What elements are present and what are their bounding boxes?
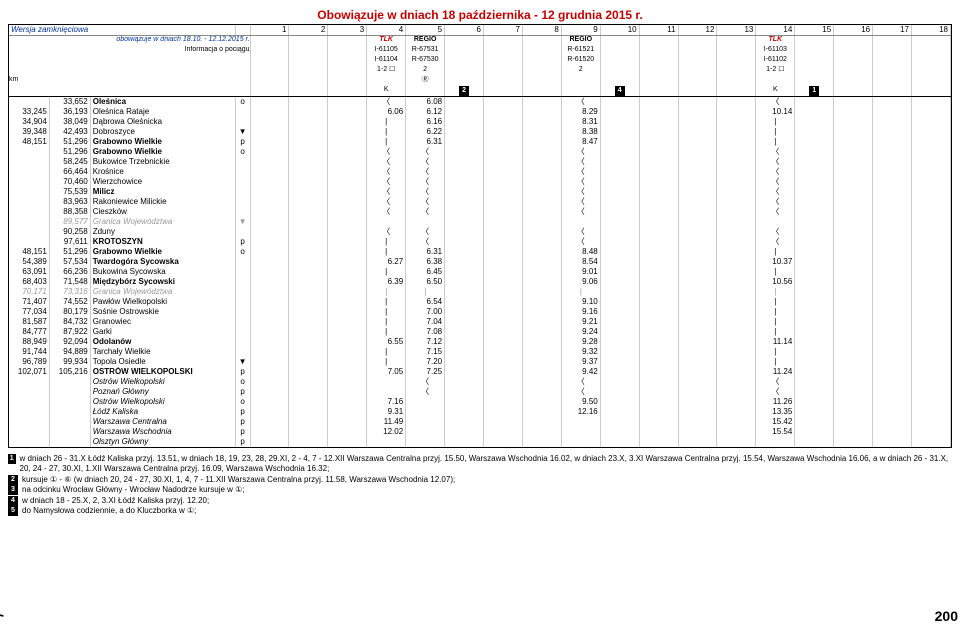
footnote: 5 do Namysłowa codziennie, a do Kluczbork… (8, 506, 952, 516)
station-row: 39,34842,493Dobroszyce▼|6.228.38| (9, 127, 951, 137)
footnote-text: kursuje ① - ⑥ (w dniach 20, 24 - 27, 30.… (22, 475, 455, 485)
col-num: 5 (406, 25, 445, 36)
col-num: 2 (289, 25, 328, 36)
station-row: 75,539Milicz〈〈〈〈 (9, 187, 951, 197)
footnote-number: 4 (8, 496, 18, 506)
col-num: 9 (561, 25, 600, 36)
station-row: 88,94992,094Odolanów6.557.129.2811.14 (9, 337, 951, 347)
train-header-row: I-61104R-67530R-61520I-61102 (9, 56, 951, 66)
col-num: 3 (328, 25, 367, 36)
station-row: 88,358Cieszków〈〈〈〈 (9, 207, 951, 217)
footnote-number: 1 (8, 454, 16, 464)
title: Obowiązuje w dniach 18 października - 12… (8, 8, 952, 22)
station-row: 89,577Granica Województwa▼ (9, 217, 951, 227)
station-row: 97,611KROTOSZYNp|〈〈〈 (9, 237, 951, 247)
page-number-right: 200 (935, 608, 958, 624)
station-row: 70,460Wierzchowice〈〈〈〈 (9, 177, 951, 187)
footnote-text: w dniach 26 - 31.X Łódź Kaliska przyj. 1… (20, 454, 952, 475)
station-row: 34,90438,049Dąbrowa Oleśnicka|6.168.31| (9, 117, 951, 127)
footnote-text: na odcinku Wrocław Główny - Wrocław Nado… (22, 485, 245, 495)
train-header-row: K24K1 (9, 86, 951, 97)
col-num: 11 (639, 25, 678, 36)
station-row: 81,58784,732Granowiec|7.049.21| (9, 317, 951, 327)
page-number-left: 7 (0, 612, 6, 619)
col-num: 10 (600, 25, 639, 36)
col-num: 13 (717, 25, 756, 36)
station-row: Olsztyn Głównyp (9, 437, 951, 447)
station-row: Warszawa Centralnap11.4915.42 (9, 417, 951, 427)
station-row: 33,24536,193Oleśnica Rataje6.066.128.291… (9, 107, 951, 117)
station-row: 54,38957,534Twardogóra Sycowska6.276.388… (9, 257, 951, 267)
station-row: 33,652Oleśnicao〈6.08〈〈 (9, 97, 951, 108)
station-row: Łódź Kaliskap9.3112.1613.35 (9, 407, 951, 417)
col-num: 18 (912, 25, 951, 36)
station-row: Ostrów Wielkopolskio7.169.5011.26 (9, 397, 951, 407)
footnotes: 1 w dniach 26 - 31.X Łódź Kaliska przyj. … (8, 454, 952, 516)
station-row: Ostrów Wielkopolskio〈〈〈 (9, 377, 951, 387)
col-num: 7 (484, 25, 523, 36)
station-row: Warszawa Wschodniap12.0215.54 (9, 427, 951, 437)
footnote: 3 na odcinku Wrocław Główny - Wrocław Nad… (8, 485, 952, 495)
train-header-row: kmⓇ (9, 76, 951, 86)
footnote-text: do Namysłowa codziennie, a do Kluczborka… (22, 506, 196, 516)
col-num: 15 (795, 25, 834, 36)
footnote: 4 w dniach 18 - 25.X, 2, 3.XI Łódź Kalisk… (8, 496, 952, 506)
column-numbers-row: Wersja zamknięciowa 1 2 3 4 5 6 7 8 9 10… (9, 25, 951, 36)
timetable: Wersja zamknięciowa 1 2 3 4 5 6 7 8 9 10… (9, 25, 951, 447)
col-num: 16 (834, 25, 873, 36)
station-row: 102,071105,216OSTRÓW WIELKOPOLSKIp7.057.… (9, 367, 951, 377)
footnote-number: 5 (8, 506, 18, 516)
station-row: Poznań Głównyp〈〈〈 (9, 387, 951, 397)
col-num: 12 (678, 25, 717, 36)
footnote: 2 kursuje ① - ⑥ (w dniach 20, 24 - 27, 30… (8, 475, 952, 485)
station-row: 91,74494,889Tarchały Wielkie|7.159.32| (9, 347, 951, 357)
col-num: 4 (367, 25, 406, 36)
train-header-row: Informacja o pociąguI-61105R-67531R-6152… (9, 46, 951, 56)
station-row: 48,15151,296Grabowno Wielkieo|6.318.48| (9, 247, 951, 257)
station-row: 48,15151,296Grabowno Wielkiep|6.318.47| (9, 137, 951, 147)
footnote-number: 2 (8, 475, 18, 485)
col-num: 6 (445, 25, 484, 36)
station-row: 90,258Zduny〈〈〈〈 (9, 227, 951, 237)
footnote-number: 3 (8, 485, 18, 495)
col-num: 14 (756, 25, 795, 36)
station-row: 68,40371,548Międzybórz Sycowski6.396.509… (9, 277, 951, 287)
footnote-text: w dniach 18 - 25.X, 2, 3.XI Łódź Kaliska… (22, 496, 209, 506)
station-row: 84,77787,922Garki|7.089.24| (9, 327, 951, 337)
col-num: 17 (873, 25, 912, 36)
station-row: 63,09166,236Bukowina Sycowska|6.459.01| (9, 267, 951, 277)
station-row: 51,296Grabowno Wielkieo〈〈〈〈 (9, 147, 951, 157)
train-header-row: obowiązuje w dniach 18.10. - 12.12.2015 … (9, 36, 951, 47)
train-header-row: 1-2 ☐221-2 ☐ (9, 66, 951, 76)
col-num: 1 (250, 25, 289, 36)
station-row: 96,78999,934Topola Osiedle▼|7.209.37| (9, 357, 951, 367)
station-row: 70,17173,316Granica Województwa|||| (9, 287, 951, 297)
station-row: 77,03480,179Sośnie Ostrowskie|7.009.16| (9, 307, 951, 317)
station-row: 58,245Bukowice Trzebnickie〈〈〈〈 (9, 157, 951, 167)
header-line1: Wersja zamknięciowa (11, 25, 88, 34)
station-row: 83,963Rakoniewice Milickie〈〈〈〈 (9, 197, 951, 207)
station-row: 66,464Krośnice〈〈〈〈 (9, 167, 951, 177)
timetable-wrapper: Wersja zamknięciowa 1 2 3 4 5 6 7 8 9 10… (8, 24, 952, 448)
footnote: 1 w dniach 26 - 31.X Łódź Kaliska przyj. … (8, 454, 952, 475)
col-num: 8 (522, 25, 561, 36)
station-row: 71,40774,552Pawłów Wielkopolski|6.549.10… (9, 297, 951, 307)
